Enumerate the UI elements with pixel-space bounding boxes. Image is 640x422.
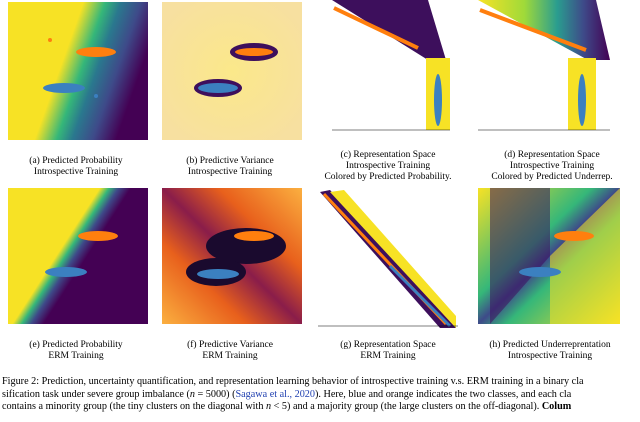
probability-surface (8, 188, 148, 324)
panel-g-svg (318, 190, 458, 328)
dark-wedge-left (490, 188, 550, 324)
blue-cluster (198, 83, 238, 93)
minority-orange (48, 38, 52, 42)
orange-cluster (234, 231, 274, 241)
panel-e-plot (0, 186, 152, 336)
caption-h-line1: (h) Predicted Underreprentation (489, 340, 611, 350)
yellow-region (330, 190, 456, 328)
caption-c-line3: Colored by Predicted Probability. (324, 172, 452, 182)
figure-caption-line2: sification task under severe group imbal… (2, 389, 640, 402)
caption-text: < 5) and a majority group (the large clu… (271, 401, 542, 413)
orange-points (479, 8, 587, 52)
blue-cluster (519, 267, 561, 277)
panel-d-plot (470, 0, 630, 146)
caption-f-line2: ERM Training (202, 351, 258, 361)
caption-c-line1: (c) Representation Space (340, 150, 436, 160)
blue-points (434, 74, 442, 126)
caption-d: (d) Representation Space Introspective T… (466, 150, 638, 183)
panel-g-plot (310, 186, 466, 336)
minority-blue (94, 94, 98, 98)
caption-a-line2: Introspective Training (33, 167, 119, 177)
panel-c-svg (332, 0, 450, 131)
caption-d-line3: Colored by Predicted Underrep. (491, 172, 613, 182)
caption-bold: Colum (541, 401, 572, 413)
caption-g-line2: ERM Training (360, 351, 416, 361)
caption-b: (b) Predictive Variance Introspective Tr… (154, 156, 306, 178)
probability-surface (8, 2, 148, 140)
caption-text: ). Here, blue and orange indicates the t… (314, 388, 572, 400)
panel-f-plot (154, 186, 306, 336)
panel-c-plot (310, 0, 466, 146)
blue-cluster (43, 83, 85, 93)
caption-text: sification task under severe group imbal… (2, 388, 190, 400)
caption-math-n: n (189, 388, 195, 400)
orange-cluster (554, 231, 594, 241)
panel-h-plot (470, 186, 630, 336)
blue-points (578, 74, 586, 126)
caption-d-line2: Introspective Training (509, 161, 595, 171)
caption-text: contains a minority group (the tiny clus… (2, 401, 266, 413)
orange-cluster (78, 231, 118, 241)
panel-a-svg (8, 2, 148, 140)
blue-cluster (45, 267, 87, 277)
figure-caption: Figure 2: Prediction, uncertainty quanti… (2, 376, 640, 414)
panel-e-svg (8, 188, 148, 324)
figure-caption-line1: Figure 2: Prediction, uncertainty quanti… (2, 376, 584, 387)
caption-a: (a) Predicted Probability Introspective … (0, 156, 152, 178)
caption-e: (e) Predicted Probability ERM Training (0, 340, 152, 362)
panel-f-svg (162, 188, 302, 324)
orange-points (333, 6, 419, 50)
blue-points (388, 264, 452, 328)
caption-e-line2: ERM Training (48, 351, 104, 361)
variance-surface (162, 2, 302, 140)
caption-a-line1: (a) Predicted Probability (29, 156, 123, 166)
caption-b-line2: Introspective Training (187, 167, 273, 177)
caption-h: (h) Predicted Underreprentation Introspe… (462, 340, 638, 362)
underrep-region (478, 0, 610, 60)
panel-a-plot (0, 0, 152, 152)
panel-h-svg (478, 188, 620, 324)
yellow-wedge-right (550, 188, 620, 324)
caption-b-line1: (b) Predictive Variance (186, 156, 274, 166)
orange-cluster (76, 47, 116, 57)
purple-region (332, 0, 446, 60)
caption-c: (c) Representation Space Introspective T… (300, 150, 476, 183)
caption-g-line1: (g) Representation Space (340, 340, 436, 350)
caption-d-line1: (d) Representation Space (504, 150, 600, 160)
panel-b-svg (162, 2, 302, 140)
panel-b-plot (154, 0, 306, 152)
citation-link[interactable]: Sagawa et al., 2020 (235, 388, 315, 400)
blue-cluster (197, 269, 239, 279)
panel-d-svg (478, 0, 610, 131)
caption-h-line2: Introspective Training (507, 351, 593, 361)
caption-f-line1: (f) Predictive Variance (187, 340, 273, 350)
figure-caption-line3: contains a minority group (the tiny clus… (2, 401, 640, 414)
caption-math-n: n (265, 401, 272, 413)
caption-e-line1: (e) Predicted Probability (29, 340, 123, 350)
orange-cluster (235, 48, 273, 56)
caption-g: (g) Representation Space ERM Training (310, 340, 466, 362)
caption-text: = 5000) ( (194, 388, 236, 400)
caption-c-line2: Introspective Training (345, 161, 431, 171)
caption-f: (f) Predictive Variance ERM Training (154, 340, 306, 362)
